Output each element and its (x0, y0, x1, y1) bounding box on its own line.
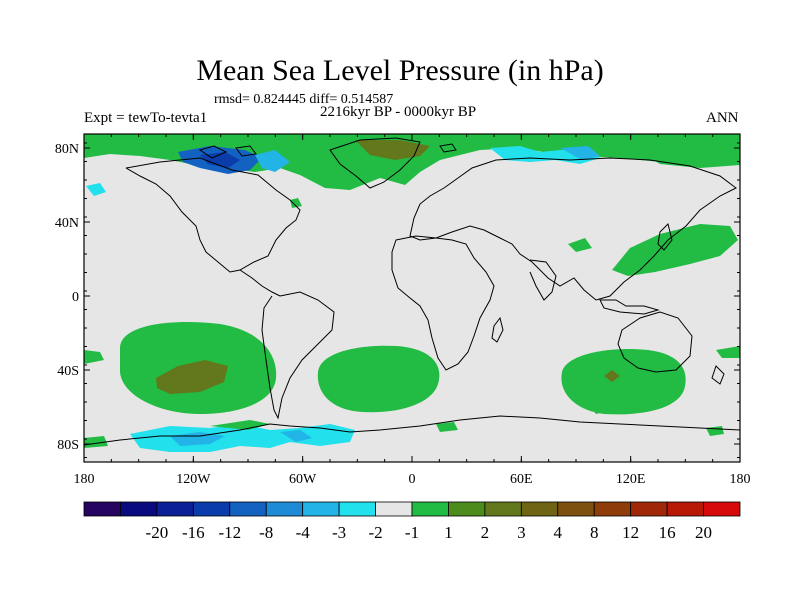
indonesia-coast (599, 299, 660, 315)
east-asia-positive (568, 238, 592, 252)
y-tick-label: 40S (57, 364, 79, 379)
india-coast (529, 259, 557, 301)
sw-pacific-positive (84, 350, 104, 364)
y-tick-label: 80N (55, 142, 79, 157)
colorbar-swatch (703, 501, 741, 517)
antarctic-blue-area-2 (280, 430, 312, 442)
colorbar-label: -16 (182, 523, 205, 542)
eurasia-blue-area (560, 146, 600, 160)
colorbar-label: -4 (296, 523, 311, 542)
nz-positive (716, 346, 740, 358)
africa-coast (391, 235, 495, 371)
colorbar-swatch (265, 501, 304, 517)
y-tick-label: 0 (72, 290, 79, 305)
indian-ocean-core (604, 370, 620, 382)
antarctic-green-spot-3 (84, 436, 108, 448)
colorbar-label: -1 (405, 523, 419, 542)
colorbar-label: -8 (259, 523, 273, 542)
colorbar-label: -12 (218, 523, 241, 542)
canada-cyan-area (255, 150, 290, 172)
x-tick-label: 60W (289, 472, 317, 487)
colorbar-label: 4 (554, 523, 563, 542)
anomaly-field (84, 134, 740, 452)
colorbar-swatch (229, 501, 267, 517)
antarctica-coast (84, 415, 740, 446)
x-tick-label: 60E (510, 472, 533, 487)
greenland-olive-area (355, 140, 430, 160)
colorbar-label: -2 (368, 523, 382, 542)
period-label: 2216kyr BP - 0000kyr BP (320, 104, 477, 120)
south-atlantic-high (317, 345, 440, 413)
coastlines (84, 137, 740, 446)
colorbar-swatch (520, 501, 559, 517)
europe-asia-coast (409, 157, 737, 301)
colorbar-swatch (593, 501, 632, 517)
colorbar-label: 1 (444, 523, 453, 542)
central-america-coast (239, 269, 281, 297)
x-tick-label: 180 (730, 472, 751, 487)
x-axis: 180 120W 60W 0 60E 120E 180 (74, 134, 751, 487)
canada-strong-negative (200, 152, 240, 168)
colorbar-label: -20 (146, 523, 169, 542)
australia-coast (617, 311, 693, 373)
antarctic-green-spot (436, 422, 458, 432)
arctic-islands-coast (198, 143, 457, 159)
colorbar-swatch (120, 501, 158, 517)
east-siberia-green (630, 134, 740, 168)
x-tick-label: 180 (74, 472, 95, 487)
pacific-cyan-spot (86, 183, 106, 196)
colorbar-label: 3 (517, 523, 526, 542)
colorbar-swatch (484, 501, 522, 517)
colorbar-swatch (192, 501, 231, 517)
colorbar-swatch (375, 501, 413, 517)
colorbar-swatch (448, 501, 486, 517)
y-tick-label: 80S (57, 438, 79, 453)
south-america-coast (261, 291, 335, 420)
south-indian-spot (588, 400, 612, 414)
greenland-coast (329, 137, 421, 189)
colorbar-label: 12 (622, 523, 639, 542)
colorbar-swatch (83, 501, 121, 517)
x-tick-label: 120E (616, 472, 646, 487)
colorbar-label: -3 (332, 523, 346, 542)
colorbar: -20 -16 -12 -8 -4 -3 -2 -1 1 2 3 4 8 12 16 20 (83, 501, 741, 542)
madagascar-coast (491, 316, 504, 343)
nw-pacific-positive (612, 224, 738, 276)
north-pacific-spot (290, 198, 302, 208)
page-title: Mean Sea Level Pressure (in hPa) (196, 54, 604, 87)
north-america-coast (125, 157, 301, 273)
colorbar-swatch (156, 501, 194, 517)
stats-label: rmsd= 0.824445 diff= 0.514587 (214, 92, 394, 107)
season-label: ANN (706, 110, 739, 126)
colorbar-label: 8 (590, 523, 599, 542)
x-tick-label: 0 (409, 472, 416, 487)
colorbar-swatch (630, 501, 668, 517)
experiment-label: Expt = tewTo-tevta1 (84, 110, 208, 126)
indian-ocean-high (561, 348, 686, 415)
colorbar-swatch (338, 501, 376, 517)
colorbar-swatch (411, 501, 449, 517)
colorbar-label: 2 (481, 523, 490, 542)
y-tick-label: 40N (55, 216, 79, 231)
south-pacific-core (156, 360, 228, 394)
y-axis: 80N 40N 0 40S 80S (55, 142, 740, 458)
colorbar-swatch (557, 501, 595, 517)
japan-coast (657, 223, 673, 251)
colorbar-swatch (666, 501, 704, 517)
colorbar-swatch (302, 501, 340, 517)
colorbar-label: 20 (695, 523, 712, 542)
x-tick-label: 120W (176, 472, 211, 487)
new-zealand-coast (711, 365, 725, 385)
colorbar-label: 16 (659, 523, 676, 542)
